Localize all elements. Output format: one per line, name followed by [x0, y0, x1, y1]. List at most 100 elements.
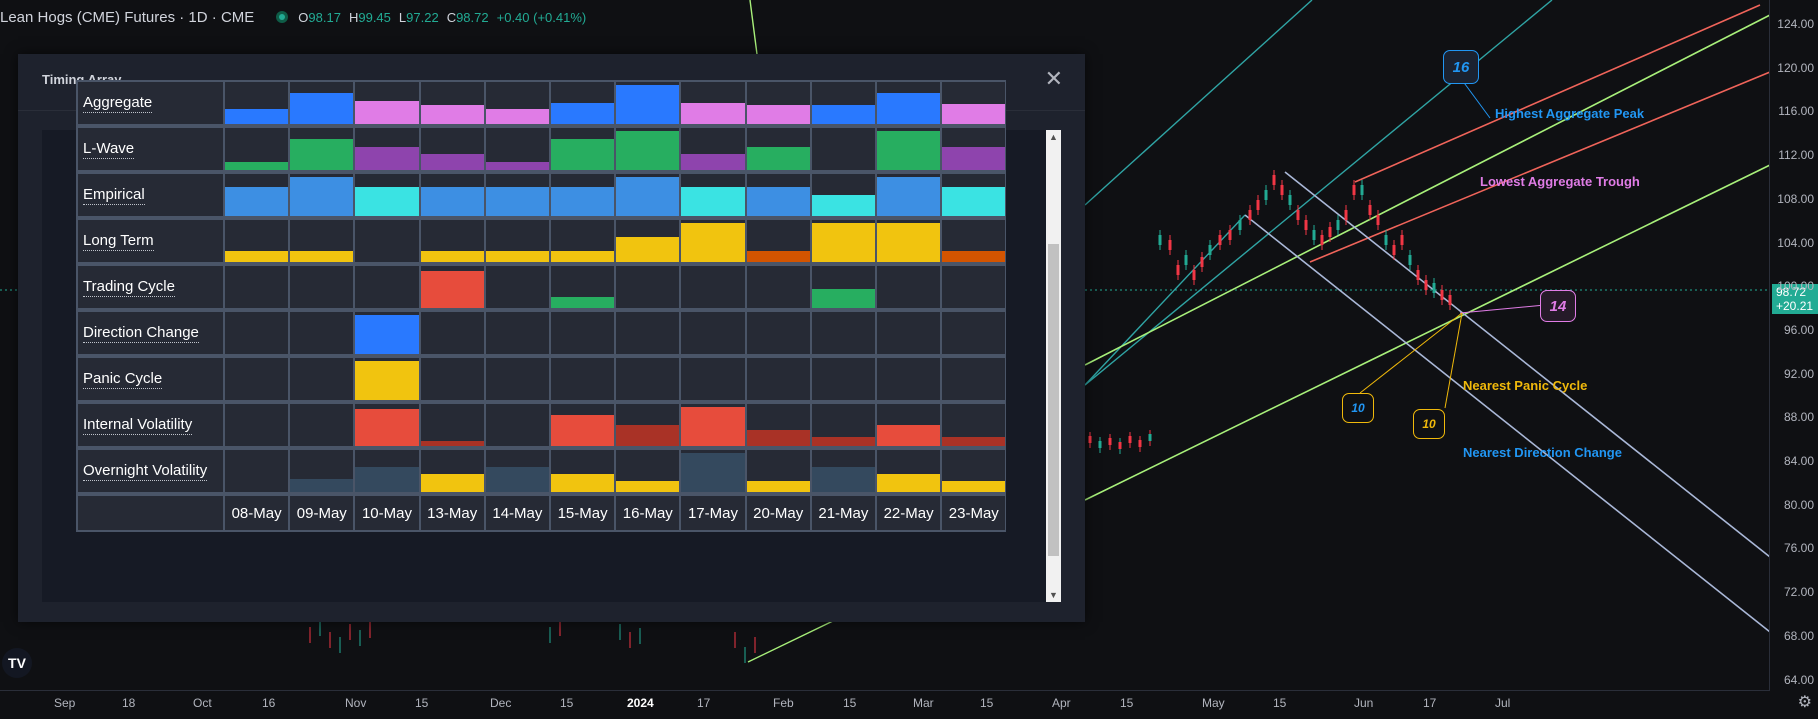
timing-bar [225, 109, 288, 124]
row-label[interactable]: Overnight Volatility [78, 450, 223, 492]
price-tick: 92.00 [1784, 367, 1814, 381]
time-tick: Mar [913, 696, 934, 710]
ohlc-change: +0.40 (+0.41%) [497, 10, 587, 25]
timing-cell [486, 358, 549, 400]
date-header: 14-May [486, 496, 549, 530]
timing-bar [486, 467, 549, 492]
time-tick: May [1202, 696, 1225, 710]
symbol-info-bar[interactable]: Lean Hogs (CME) Futures · 1D · CME O98.1… [0, 6, 594, 28]
timing-bar [812, 195, 875, 216]
row-label[interactable]: Empirical [78, 174, 223, 216]
timing-bar [486, 187, 549, 216]
timing-cell [290, 450, 353, 492]
scroll-down-icon[interactable]: ▼ [1046, 588, 1061, 602]
candle-body [1305, 220, 1308, 230]
timing-cell [290, 220, 353, 262]
timing-cell [877, 174, 940, 216]
row-label-text: Direction Change [83, 324, 199, 343]
timing-cell [942, 174, 1005, 216]
timing-cell [551, 82, 614, 124]
timing-cell [681, 312, 744, 354]
timing-cell [616, 174, 679, 216]
row-label[interactable]: Direction Change [78, 312, 223, 354]
candle-body [1239, 220, 1242, 230]
timing-cell [421, 82, 484, 124]
timing-bar [225, 187, 288, 216]
price-tick: 108.00 [1777, 192, 1814, 206]
candle-body [1149, 434, 1152, 441]
timing-bar [355, 147, 418, 170]
timing-cell [290, 312, 353, 354]
timing-bar [355, 101, 418, 124]
timing-cell [486, 266, 549, 308]
close-icon[interactable]: ✕ [1045, 66, 1063, 92]
ohlc-low: L97.22 [399, 10, 439, 25]
row-label-text: Aggregate [83, 94, 152, 113]
timing-cell [681, 220, 744, 262]
timing-bar [225, 162, 288, 170]
timing-bar [290, 177, 353, 216]
row-label[interactable]: Long Term [78, 220, 223, 262]
timing-cell [355, 358, 418, 400]
timing-cell [225, 404, 288, 446]
row-label[interactable]: Internal Volatility [78, 404, 223, 446]
time-axis[interactable]: Sep 18 Oct 16 Nov 15 Dec 15 2024 17 Feb 15 Mar 15 Apr 1… [0, 690, 1770, 719]
timing-cell [877, 450, 940, 492]
date-header: 17-May [681, 496, 744, 530]
scrollbar-thumb[interactable] [1048, 244, 1059, 556]
row-label[interactable]: Trading Cycle [78, 266, 223, 308]
timing-cell [877, 220, 940, 262]
timing-row: Empirical [76, 172, 1006, 214]
candle-body [1417, 270, 1420, 280]
timing-bar [421, 441, 484, 446]
timing-cell [486, 220, 549, 262]
timing-cell [421, 404, 484, 446]
timing-bar [681, 453, 744, 492]
price-tick: 96.00 [1784, 323, 1814, 337]
scroll-up-icon[interactable]: ▲ [1046, 130, 1061, 144]
timing-bar [551, 187, 614, 216]
candle-body [1229, 230, 1232, 240]
price-tick: 80.00 [1784, 498, 1814, 512]
timing-cell [290, 128, 353, 170]
timing-cell [225, 450, 288, 492]
candle-body [1297, 210, 1300, 220]
timing-cell [616, 404, 679, 446]
candle-body [1273, 175, 1276, 185]
candle-body [1089, 436, 1092, 443]
timing-cell [747, 358, 810, 400]
time-tick: 15 [560, 696, 573, 710]
timing-cell [877, 404, 940, 446]
candle-body [1337, 220, 1340, 230]
ohlc-close: C98.72 [447, 10, 489, 25]
timing-cell [290, 404, 353, 446]
tradingview-logo[interactable]: TV [2, 648, 32, 678]
gear-icon[interactable]: ⚙ [1798, 692, 1812, 712]
timing-bar [551, 297, 614, 308]
time-tick: 16 [262, 696, 275, 710]
price-tick: 84.00 [1784, 454, 1814, 468]
timing-bar [942, 437, 1005, 446]
timing-bar [942, 147, 1005, 170]
timing-bar [747, 105, 810, 124]
peak-count-badge: 16 [1443, 50, 1479, 84]
price-axis[interactable]: 98.72 +20.21 124.00 120.00 116.00 112.00 108… [1769, 0, 1818, 690]
candle-body [1289, 195, 1292, 205]
direction-callout-line [1360, 313, 1462, 393]
timing-cell [747, 82, 810, 124]
symbol-name[interactable]: Lean Hogs (CME) Futures [0, 9, 175, 26]
candle-body [1433, 283, 1436, 293]
timing-cell [747, 404, 810, 446]
timing-bar [616, 85, 679, 124]
timing-cell [486, 450, 549, 492]
timing-cell [355, 174, 418, 216]
timing-cell [290, 358, 353, 400]
row-label[interactable]: Aggregate [78, 82, 223, 124]
row-label[interactable]: Panic Cycle [78, 358, 223, 400]
timing-bar [355, 315, 418, 354]
row-label[interactable]: L-Wave [78, 128, 223, 170]
timing-cell [421, 312, 484, 354]
scrollbar[interactable]: ▲ ▼ [1046, 130, 1061, 602]
teal-trendline-1 [1085, 0, 1312, 205]
time-tick: 15 [415, 696, 428, 710]
